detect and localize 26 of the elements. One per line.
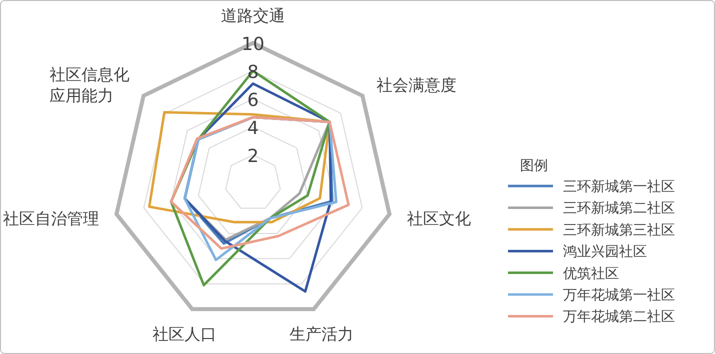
legend-label: 万年花城第二社区 — [563, 309, 675, 326]
y-tick-label: 2 — [247, 146, 259, 167]
spoke-label: 社区文化 — [407, 209, 472, 228]
legend-item: 鸿业兴园社区 — [508, 244, 647, 260]
legend-item: 三环新城第三社区 — [508, 222, 675, 238]
legend-label: 三环新城第一社区 — [563, 179, 675, 195]
legend-label: 万年花城第一社区 — [563, 288, 675, 304]
legend-label: 鸿业兴园社区 — [563, 244, 647, 260]
legend-item: 优筑社区 — [508, 266, 619, 282]
spoke-label: 社区人口 — [152, 324, 216, 344]
legend-label: 三环新城第二社区 — [563, 200, 675, 217]
legend-label: 三环新城第三社区 — [563, 222, 675, 238]
spoke-label: 社区自治管理 — [2, 209, 99, 228]
legend-item: 三环新城第一社区 — [508, 179, 675, 195]
spoke-label: 社会满意度 — [376, 75, 457, 94]
legend-title: 图例 — [520, 158, 548, 174]
legend-label: 优筑社区 — [563, 266, 619, 282]
spoke-label: 生产活力 — [290, 324, 354, 344]
spoke-label: 道路交通 — [221, 6, 285, 25]
legend-item: 三环新城第二社区 — [508, 200, 675, 217]
legend-item: 万年花城第二社区 — [508, 309, 675, 326]
legend-item: 万年花城第一社区 — [508, 288, 675, 304]
y-tick-label: 6 — [247, 90, 259, 111]
y-tick-label: 10 — [242, 34, 264, 55]
spoke-label: 社区信息化应用能力 — [49, 64, 130, 105]
y-tick-label: 4 — [247, 118, 259, 139]
